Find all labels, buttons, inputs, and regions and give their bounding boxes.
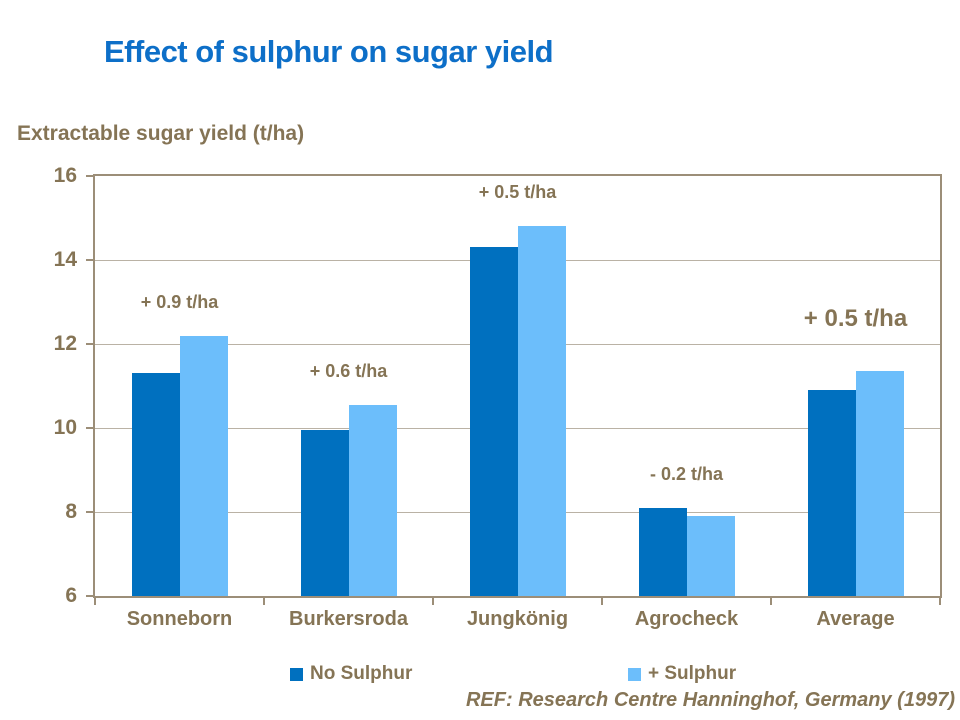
y-axis-tick-12 bbox=[86, 343, 93, 345]
bar-no-sulphur-1 bbox=[300, 430, 349, 596]
y-tick-label-6: 6 bbox=[65, 584, 77, 607]
x-axis-tick-5 bbox=[939, 598, 941, 605]
y-axis-tick-14 bbox=[86, 259, 93, 261]
reference-text: REF: Research Centre Hanninghof, Germany… bbox=[465, 689, 955, 711]
y-tick-label-16: 16 bbox=[53, 164, 77, 187]
bar-no-sulphur-2 bbox=[469, 247, 518, 596]
y-axis-title: Extractable sugar yield (t/ha) bbox=[17, 122, 305, 145]
x-axis-tick-0 bbox=[94, 598, 96, 605]
y-tick-label-14: 14 bbox=[53, 248, 77, 271]
bar-annotation-1: + 0.6 t/ha bbox=[309, 360, 388, 381]
x-axis-tick-2 bbox=[432, 598, 434, 605]
bar--sulphur-4 bbox=[855, 371, 904, 596]
bar-annotation-0: + 0.9 t/ha bbox=[140, 291, 219, 312]
bar-annotation-3: - 0.2 t/ha bbox=[649, 463, 724, 484]
y-axis-tick-10 bbox=[86, 427, 93, 429]
bar-no-sulphur-3 bbox=[638, 507, 687, 596]
plot-area: + 0.9 t/ha + 0.6 t/ha + 0.5 t/ha - 0.2 t/ha… bbox=[93, 174, 942, 598]
legend-item-no-sulphur: No Sulphur bbox=[290, 663, 412, 685]
y-axis-tick-6 bbox=[86, 595, 93, 597]
bar--sulphur-1 bbox=[348, 404, 397, 596]
y-tick-label-10: 10 bbox=[53, 416, 77, 439]
y-axis-tick-16 bbox=[86, 175, 93, 177]
y-tick-label-12: 12 bbox=[53, 332, 77, 355]
bar--sulphur-2 bbox=[517, 226, 566, 596]
x-axis-tick-4 bbox=[770, 598, 772, 605]
no-sulphur-legend-swatch bbox=[290, 667, 303, 681]
x-axis-tick-3 bbox=[601, 598, 603, 605]
bar-annotation-2: + 0.5 t/ha bbox=[478, 182, 557, 203]
plus-sulphur-legend-swatch bbox=[628, 667, 641, 681]
plus-sulphur-legend-label: + Sulphur bbox=[648, 663, 737, 684]
bar-annotation-4: + 0.5 t/ha bbox=[803, 305, 908, 333]
x-axis-tick-1 bbox=[263, 598, 265, 605]
legend-item-plus-sulphur: + Sulphur bbox=[628, 663, 736, 685]
category-label-1: Burkersroda bbox=[289, 608, 408, 630]
category-label-0: Sonneborn bbox=[126, 608, 233, 630]
chart-title: Effect of sulphur on sugar yield bbox=[104, 34, 554, 69]
bar--sulphur-0 bbox=[179, 335, 228, 596]
y-tick-label-8: 8 bbox=[65, 500, 77, 523]
bar-no-sulphur-0 bbox=[131, 373, 180, 596]
category-label-4: Average bbox=[816, 608, 895, 630]
category-label-2: Jungkönig bbox=[466, 608, 569, 630]
category-label-3: Agrocheck bbox=[634, 608, 739, 630]
no-sulphur-legend-label: No Sulphur bbox=[310, 663, 413, 684]
bar--sulphur-3 bbox=[686, 516, 735, 596]
y-axis-tick-8 bbox=[86, 511, 93, 513]
bar-no-sulphur-4 bbox=[807, 390, 856, 596]
